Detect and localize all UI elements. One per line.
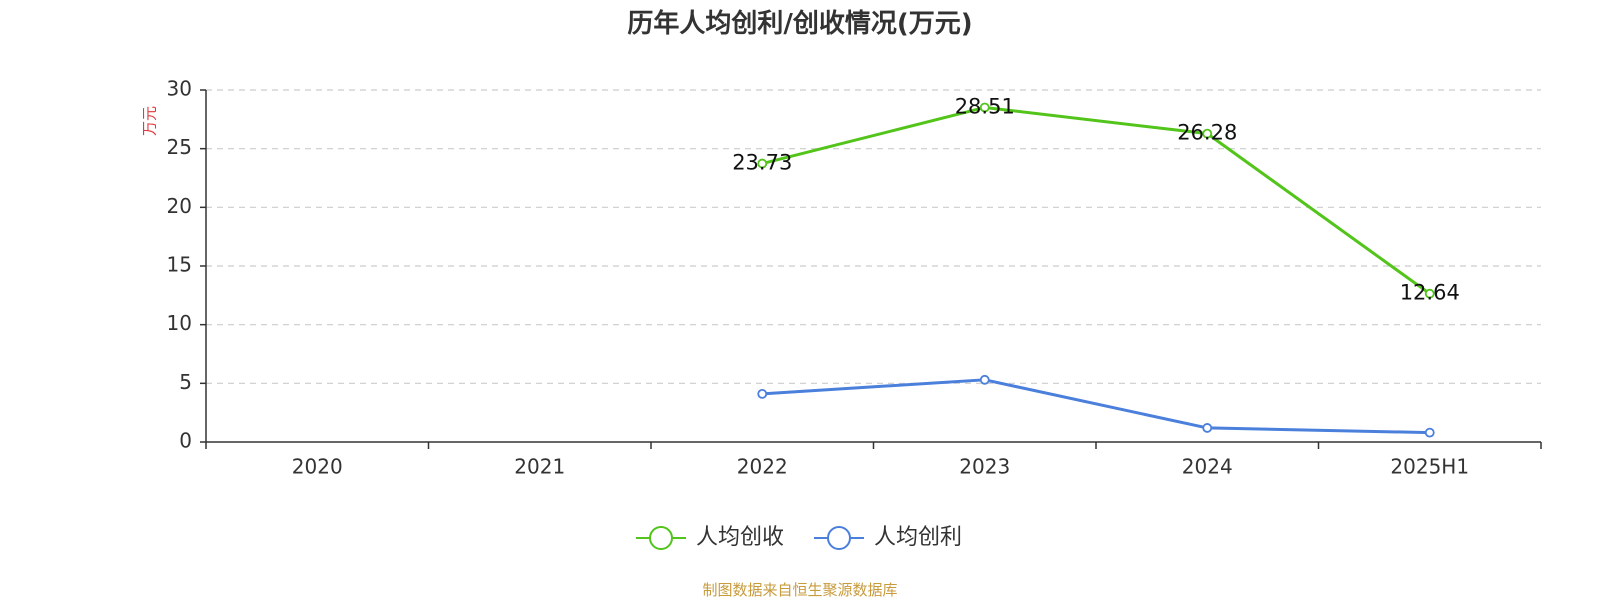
data-point (1424, 288, 1435, 299)
x-tick-label: 2023 (959, 455, 1010, 479)
data-label: 26.28 (1177, 121, 1237, 145)
x-tick-label: 2021 (514, 455, 565, 479)
data-point (757, 388, 768, 399)
x-tick-label: 2022 (737, 455, 788, 479)
data-point (1202, 128, 1213, 139)
y-tick-label: 30 (167, 77, 192, 101)
chart-title: 历年人均创利/创收情况(万元) (627, 8, 972, 39)
legend[interactable]: 人均创收 人均创利 (636, 525, 962, 550)
legend-item-1[interactable]: 人均创收 (636, 525, 784, 550)
x-tick-label: 2024 (1182, 455, 1233, 479)
legend-label: 人均创收 (696, 525, 784, 550)
series-lines (757, 102, 1435, 438)
y-tick-label: 15 (167, 253, 192, 277)
legend-marker (827, 526, 851, 550)
y-tick-label: 10 (167, 311, 192, 335)
x-tick-label: 2020 (292, 455, 343, 479)
grid-lines (206, 89, 1541, 384)
data-point (757, 158, 768, 169)
data-label: 12.64 (1400, 281, 1460, 305)
x-tick-label: 2025H1 (1390, 455, 1469, 479)
data-point (979, 102, 990, 113)
axes: 0 5 10 15 20 25 30 2020 2021 2022 2023 2024 2025H1 (167, 77, 1542, 479)
data-label: 23.73 (732, 151, 792, 175)
legend-label: 人均创利 (874, 525, 962, 550)
data-point (979, 374, 990, 385)
y-tick-label: 20 (167, 194, 192, 218)
legend-marker (649, 526, 673, 550)
data-label: 28.51 (955, 94, 1015, 118)
y-tick-label: 25 (167, 135, 192, 159)
y-tick-label: 0 (179, 429, 192, 453)
data-point (1202, 423, 1213, 433)
source-note: 制图数据来自恒生聚源数据库 (702, 581, 897, 599)
series-line-2 (762, 378, 1430, 435)
data-point (1424, 427, 1435, 438)
legend-item-2[interactable]: 人均创利 (814, 525, 962, 550)
data-labels: 23.73 28.51 26.28 12.64 (732, 94, 1460, 304)
series-line-1 (761, 105, 1431, 295)
y-tick-label: 5 (179, 370, 192, 394)
y-axis-label: 万元 (141, 106, 159, 136)
